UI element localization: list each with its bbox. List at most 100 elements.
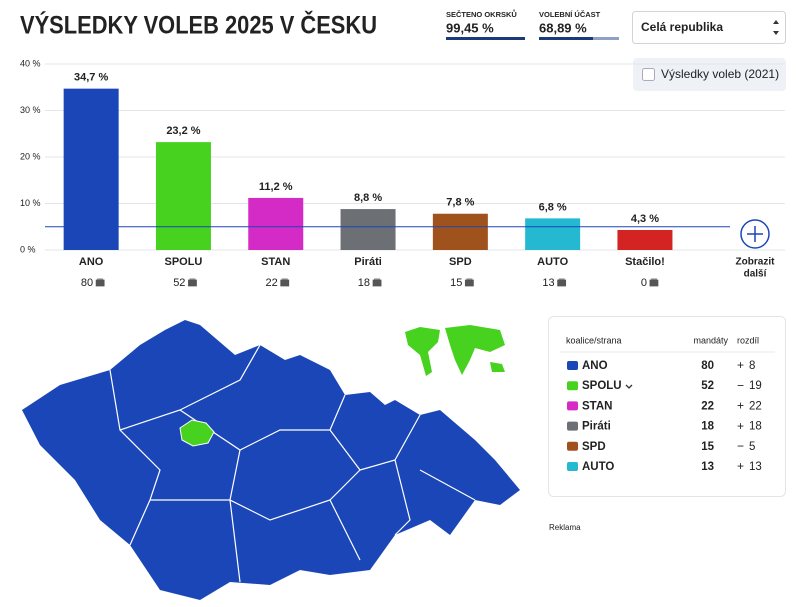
column-header: mandáty: [693, 335, 728, 345]
bar: [432, 213, 488, 250]
seat-count: 22: [266, 277, 278, 289]
region-borders: [109, 344, 476, 583]
x-tick-label: ANO: [79, 256, 104, 268]
y-tick-label: 20 %: [20, 151, 41, 161]
seat-count: 80: [81, 277, 93, 289]
diff-sign: −: [737, 439, 744, 453]
seat-icon: [188, 278, 197, 287]
page-title: VÝSLEDKY VOLEB 2025 V ČESKU: [20, 10, 377, 40]
diff-sign: +: [737, 399, 744, 413]
stat-underline: [446, 37, 525, 40]
x-tick-label: AUTO: [537, 256, 568, 268]
value-label: 11,2 %: [259, 181, 293, 193]
party-seats: 13: [701, 461, 714, 473]
party-icon: [567, 401, 578, 411]
diff-sign: +: [737, 419, 744, 433]
stat-label: VOLEBNÍ ÚČAST: [539, 10, 601, 19]
stat-underline: [593, 37, 619, 40]
party-name: SPD: [582, 441, 606, 453]
y-tick-label: 10 %: [20, 198, 41, 208]
seat-icon: [464, 278, 474, 287]
diff-value: 22: [749, 400, 762, 412]
y-tick-label: 40 %: [20, 58, 41, 68]
column-header: rozdíl: [737, 335, 759, 345]
checkbox[interactable]: [642, 68, 655, 81]
diff-sign: −: [737, 378, 744, 392]
diff-sign: +: [737, 459, 744, 473]
party-seats: 22: [701, 400, 714, 412]
value-label: 4,3 %: [631, 213, 659, 225]
x-tick-label: SPOLU: [164, 256, 202, 268]
party-name: SPOLU: [582, 380, 622, 392]
seat-count: 0: [641, 277, 647, 289]
stat-value: 68,89 %: [539, 20, 587, 35]
stat-label: SEČTENO OKRSKŮ: [446, 9, 517, 19]
prague: [179, 419, 215, 447]
region-select[interactable]: [632, 11, 786, 44]
bar: [248, 197, 304, 250]
party-name: Piráti: [582, 421, 611, 433]
diff-value: 18: [749, 421, 762, 433]
diff-value: 19: [749, 380, 762, 392]
value-label: 6,8 %: [539, 201, 567, 213]
x-tick-label: Piráti: [354, 256, 382, 268]
ad-label: Reklama: [549, 523, 581, 532]
stat-underline: [539, 37, 593, 40]
column-header: koalice/strana: [566, 335, 622, 345]
party-icon: [567, 462, 578, 471]
seat-icon: [372, 278, 382, 287]
seat-count: 18: [358, 277, 370, 289]
region-select-text: Celá republika: [641, 20, 723, 34]
world-map: [405, 325, 505, 376]
party-icon: [567, 441, 578, 451]
party-icon: [567, 361, 578, 370]
x-tick-label: Stačilo!: [625, 256, 665, 268]
results-table: [548, 316, 786, 497]
value-label: 8,8 %: [354, 192, 382, 204]
seat-count: 15: [450, 277, 462, 289]
diff-value: 8: [749, 360, 755, 372]
stat-value: 99,45 %: [446, 20, 494, 35]
party-seats: 18: [701, 421, 714, 433]
results-table-body: koalice/strana mandáty rozdíl ANO 80 +8 SPOLU 5…: [560, 335, 775, 473]
seat-icon: [95, 278, 105, 287]
expand-chevron: [625, 384, 633, 389]
select-arrows: [773, 20, 779, 35]
party-seats: 80: [701, 360, 714, 372]
diff-sign: +: [737, 358, 744, 372]
bar: [617, 230, 673, 250]
party-name: ANO: [582, 360, 608, 372]
seat-icon: [280, 278, 290, 287]
more-label: Zobrazit: [736, 257, 776, 268]
party-name: STAN: [582, 400, 612, 412]
x-tick-label: SPD: [449, 256, 472, 268]
more-label: další: [744, 269, 768, 280]
bar-chart: 0 % 10 % 20 % 30 % 40 % 34,7 % ANO 80 23,2 % SPOL…: [20, 58, 785, 289]
diff-value: 5: [749, 441, 755, 453]
checkbox-label: Výsledky voleb (2021): [661, 67, 779, 81]
country-shape: [22, 320, 520, 600]
y-tick-label: 0 %: [20, 244, 36, 254]
party-icon: [567, 421, 578, 431]
value-label: 34,7 %: [74, 72, 108, 84]
map: [22, 320, 520, 600]
bar: [525, 218, 581, 250]
y-tick-label: 30 %: [20, 105, 41, 115]
bar: [63, 88, 119, 251]
seat-icon: [649, 278, 659, 287]
party-name: AUTO: [582, 461, 614, 473]
diff-value: 13: [749, 461, 762, 473]
seat-icon: [557, 278, 567, 287]
compare-box[interactable]: [633, 58, 786, 91]
seat-count: 52: [173, 277, 185, 289]
party-seats: 15: [701, 441, 714, 453]
bar: [340, 209, 396, 250]
plus-icon: [747, 226, 763, 242]
bar: [155, 142, 211, 250]
seat-count: 13: [542, 277, 554, 289]
value-label: 7,8 %: [446, 197, 474, 209]
x-tick-label: STAN: [261, 256, 290, 268]
party-seats: 52: [701, 380, 714, 392]
value-label: 23,2 %: [166, 125, 200, 137]
